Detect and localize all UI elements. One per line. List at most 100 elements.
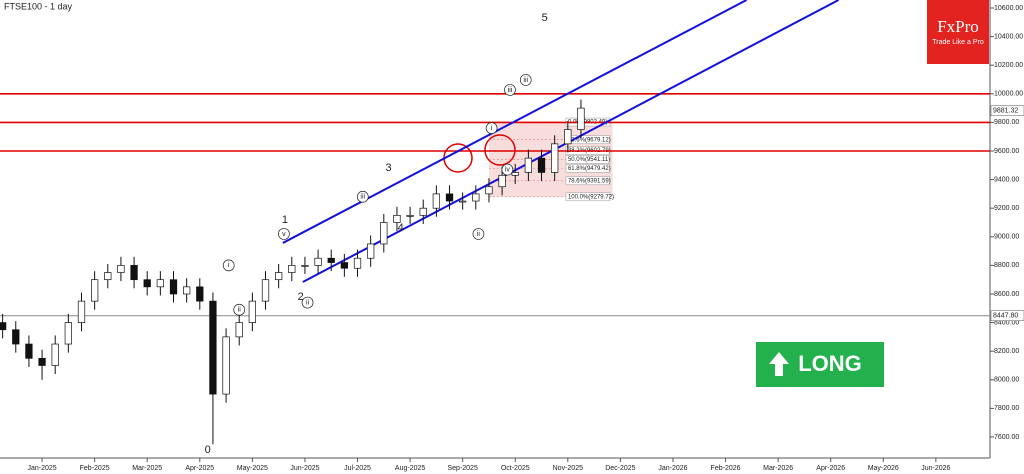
y-tick-label: 8800.00	[994, 262, 1019, 269]
fib-label-box	[565, 176, 611, 186]
x-tick-label: Oct-2025	[501, 465, 530, 472]
wave-label-minor: iii	[360, 194, 365, 201]
candle-body	[511, 172, 519, 176]
candle-body	[564, 129, 572, 145]
candle-body	[380, 222, 388, 245]
candle-body	[196, 286, 204, 302]
candle-body	[485, 186, 493, 195]
y-tick-label: 10000.00	[994, 91, 1023, 98]
candle-body	[209, 300, 217, 395]
y-tick-label: 9200.00	[994, 205, 1019, 212]
wave-circle	[222, 259, 235, 272]
fib-label: 50.0%(9541.11)	[568, 157, 610, 163]
candle-body	[340, 262, 349, 269]
wave-circle	[472, 228, 485, 240]
candle-body	[419, 207, 427, 216]
candle-body	[459, 200, 467, 203]
x-tick-label: Jun-2025	[290, 465, 319, 472]
candle-body	[25, 343, 33, 359]
wave-circle	[301, 296, 314, 309]
candle-body	[524, 157, 533, 173]
x-tick-label: Apr-2026	[816, 465, 845, 472]
candle-body	[551, 143, 559, 173]
wave-circle	[485, 122, 498, 134]
wave-label-minor: iii	[508, 87, 513, 94]
wave-circle	[519, 74, 532, 86]
wave-label-minor: i	[228, 262, 230, 269]
wave-label: 5	[542, 12, 548, 24]
logo-tagline: Trade Like a Pro	[932, 39, 984, 46]
wave-label-minor: iii	[523, 77, 528, 84]
candle-body	[327, 257, 335, 263]
candle-body	[314, 257, 322, 266]
fib-label-box	[565, 192, 611, 202]
x-tick-label: Apr-2025	[185, 465, 214, 472]
signal-text: LONG	[798, 351, 862, 376]
x-tick-label: Sep-2025	[447, 465, 477, 472]
candle-body	[537, 157, 546, 173]
level-label-box	[990, 310, 1024, 322]
last-price-label: 9881.32	[993, 108, 1018, 115]
candle-body	[77, 300, 86, 323]
wave-label-minor: i	[491, 125, 493, 132]
candle-body	[117, 265, 125, 273]
y-tick-label: 9800.00	[994, 119, 1019, 126]
wave-circle	[501, 163, 514, 176]
wave-label-minor: ii	[477, 231, 481, 238]
x-tick-label: Feb-2026	[711, 465, 741, 472]
fib-label-box	[565, 163, 611, 173]
candle-body	[353, 257, 362, 269]
candle-body	[156, 279, 164, 288]
candle-body	[91, 279, 99, 302]
wave-label-minor: v	[282, 231, 286, 238]
candle-body	[38, 357, 46, 366]
x-tick-label: Mar-2025	[132, 465, 162, 472]
x-tick-label: Feb-2025	[80, 465, 110, 472]
fib-label-box	[565, 155, 611, 164]
y-tick-label: 8200.00	[994, 348, 1019, 355]
x-tick-label: May-2025	[237, 465, 268, 472]
y-tick-label: 10600.00	[994, 5, 1023, 12]
x-tick-label: Jan-2025	[27, 465, 56, 472]
logo-name: FxPro	[937, 17, 979, 36]
x-tick-label: Dec-2025	[605, 465, 635, 472]
candle-body	[104, 272, 112, 281]
wave-label: 4	[398, 222, 404, 234]
level-label: 8447.80	[993, 313, 1018, 320]
logo-box	[927, 0, 989, 64]
fib-label: 78.6%(9391.59)	[568, 178, 611, 184]
chart-title: FTSE100 - 1 day	[4, 1, 73, 11]
y-tick-label: 9000.00	[994, 234, 1019, 241]
candle-body	[432, 193, 441, 209]
fib-label: 61.8%(9479.42)	[568, 166, 611, 172]
channel-line	[282, 0, 748, 244]
y-tick-label: 7800.00	[994, 405, 1019, 412]
candle-body	[445, 193, 454, 202]
fib-label: 100.0%(9279.72)	[568, 194, 614, 200]
wave-circle	[233, 303, 246, 316]
wave-circle	[356, 190, 369, 203]
y-tick-label: 7600.00	[994, 434, 1019, 441]
x-tick-label: Aug-2025	[395, 465, 425, 472]
x-tick-label: May-2026	[868, 465, 899, 472]
wave-circle	[278, 228, 290, 240]
candle-body	[393, 214, 401, 223]
candle-body	[577, 107, 585, 130]
candle-body	[51, 343, 59, 366]
y-tick-label: 8600.00	[994, 291, 1019, 298]
candle-body	[367, 243, 375, 259]
candle-body	[235, 322, 243, 338]
x-tick-label: Jan-2026	[658, 465, 687, 472]
candle-body	[288, 265, 296, 273]
y-tick-label: 8000.00	[994, 377, 1019, 384]
candle-body	[0, 322, 7, 331]
candle-body	[301, 265, 309, 267]
long-signal: LONG	[756, 342, 884, 387]
candle-body	[169, 279, 178, 295]
candle-body	[222, 336, 230, 395]
candle-body	[12, 329, 20, 345]
wave-label-minor: iv	[505, 166, 511, 173]
candle-body	[275, 272, 283, 281]
wave-label: 0	[205, 444, 211, 456]
